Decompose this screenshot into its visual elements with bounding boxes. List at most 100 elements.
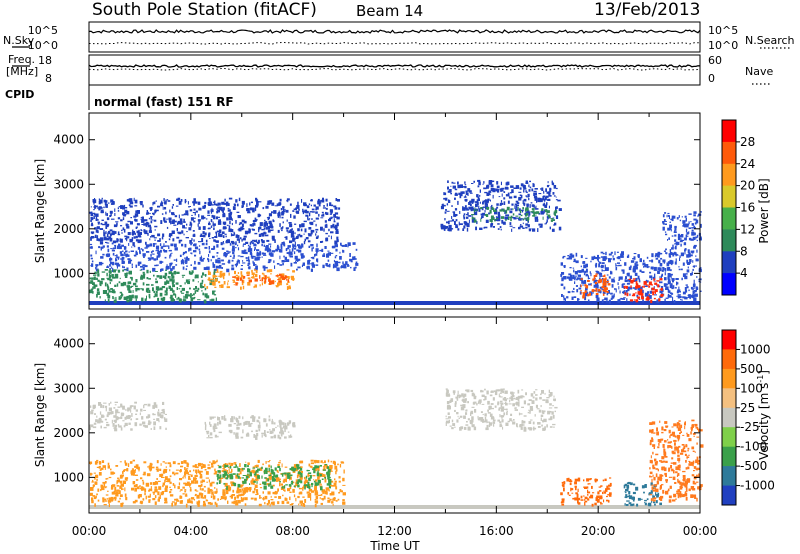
echo-cell (267, 471, 270, 473)
echo-cell (135, 279, 138, 283)
echo-cell (285, 249, 288, 252)
echo-cell (315, 253, 318, 256)
echo-cell (135, 464, 139, 468)
echo-cell (130, 286, 132, 288)
echo-cell (518, 397, 520, 400)
echo-cell (624, 279, 628, 282)
echo-cell (575, 252, 578, 257)
echo-cell (524, 214, 527, 217)
echo-cell (667, 227, 671, 231)
echo-cell (162, 245, 166, 247)
echo-cell (613, 293, 615, 297)
echo-cell (659, 267, 662, 272)
echo-cell (520, 426, 523, 430)
echo-cell (134, 232, 136, 236)
echo-cell (119, 238, 122, 242)
echo-cell (264, 279, 267, 283)
echo-cell (194, 201, 198, 204)
echo-cell (675, 498, 677, 500)
echo-cell (288, 472, 291, 475)
echo-cell (593, 290, 597, 292)
echo-cell (248, 279, 252, 283)
echo-cell (94, 205, 96, 209)
echo-cell (212, 274, 216, 278)
echo-cell (202, 496, 204, 499)
echo-cell (473, 211, 478, 216)
echo-cell (272, 484, 275, 487)
echo-cell (282, 206, 285, 209)
echo-cell (293, 244, 296, 247)
echo-cell (585, 257, 588, 259)
echo-cell (555, 199, 558, 201)
echo-cell (216, 459, 218, 463)
echo-cell (184, 243, 187, 248)
echo-cell (529, 410, 531, 412)
echo-cell (108, 237, 110, 239)
echo-cell (262, 463, 264, 466)
echo-cell (457, 225, 459, 228)
echo-cell (643, 259, 645, 263)
echo-cell (445, 420, 450, 424)
echo-cell (93, 422, 97, 425)
echo-cell (153, 237, 157, 239)
echo-cell (321, 199, 325, 203)
echo-cell (282, 472, 286, 474)
echo-cell (187, 463, 190, 465)
echo-cell (171, 501, 175, 503)
echo-cell (449, 425, 452, 427)
echo-cell (543, 209, 546, 211)
echo-cell (144, 403, 147, 406)
echo-cell (325, 198, 328, 202)
echo-cell (548, 389, 550, 394)
echo-cell (270, 495, 272, 498)
echo-cell (149, 493, 151, 498)
echo-cell (456, 412, 459, 415)
echo-cell (313, 480, 316, 483)
echo-cell (176, 228, 178, 232)
echo-cell (490, 390, 494, 393)
echo-cell (325, 211, 327, 215)
echo-cell (202, 257, 205, 260)
echo-cell (278, 248, 281, 252)
echo-cell (145, 244, 150, 248)
echo-cell (229, 211, 232, 216)
echo-cell (449, 189, 452, 193)
echo-cell (210, 210, 213, 214)
echo-cell (155, 468, 159, 470)
echo-cell (219, 286, 223, 288)
echo-cell (109, 210, 113, 214)
echo-cell (153, 402, 157, 406)
echo-cell (322, 254, 326, 257)
echo-cell (329, 498, 332, 501)
echo-cell (580, 499, 584, 501)
echo-cell (253, 219, 255, 223)
echo-cell (95, 205, 98, 208)
echo-cell (515, 398, 519, 400)
echo-cell (204, 283, 206, 287)
echo-cell (241, 228, 245, 230)
echo-cell (278, 273, 282, 277)
echo-cell (214, 470, 218, 474)
echo-cell (131, 461, 133, 464)
echo-cell (588, 479, 591, 481)
echo-cell (267, 216, 270, 220)
echo-cell (338, 480, 341, 483)
echo-cell (270, 485, 274, 489)
echo-cell (623, 298, 625, 300)
echo-cell (90, 217, 94, 221)
echo-cell (288, 285, 291, 287)
echo-cell (298, 492, 300, 495)
echo-cell (500, 200, 503, 203)
echo-cell (105, 405, 108, 408)
echo-cell (628, 279, 631, 282)
echo-cell (289, 496, 291, 501)
echo-cell (185, 262, 188, 264)
echo-cell (273, 210, 277, 214)
echo-cell (625, 290, 628, 293)
echo-cell (296, 481, 299, 484)
echo-cell (303, 233, 305, 235)
echo-cell (596, 297, 600, 302)
echo-cell (608, 258, 611, 262)
echo-cell (493, 424, 495, 427)
echo-cell (117, 423, 120, 427)
